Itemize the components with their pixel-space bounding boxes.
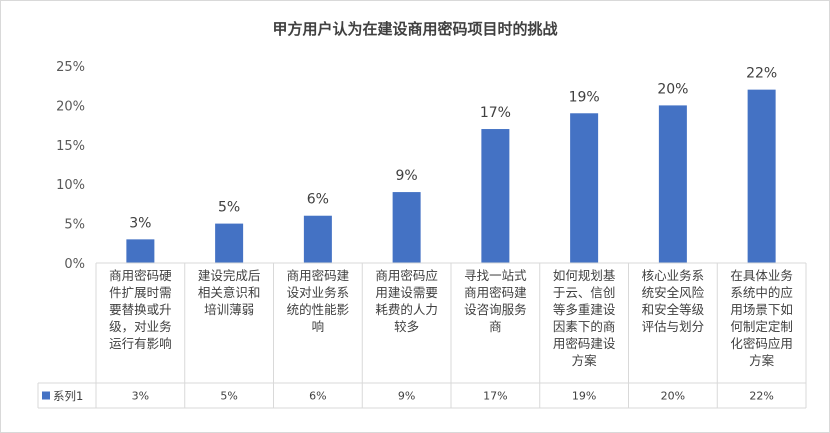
category-label: 商用密码应用建设需要耗费的人力较多 bbox=[375, 268, 438, 334]
category-label: 商用密码硬件扩展时需要替换或升级，对业务运行有影响 bbox=[109, 268, 172, 351]
table-cell-value: 3% bbox=[132, 390, 149, 403]
table-cell-value: 5% bbox=[220, 390, 237, 403]
data-label: 17% bbox=[480, 105, 511, 121]
category-label: 商用密码建设对业务系统的性能影响 bbox=[287, 268, 350, 334]
table-cell-value: 19% bbox=[572, 390, 596, 403]
y-tick-label: 25% bbox=[56, 60, 85, 75]
y-tick-label: 15% bbox=[56, 139, 85, 154]
category-label: 寻找一站式商用密码建设咨询服务商 bbox=[464, 268, 527, 334]
table-cell-value: 20% bbox=[661, 390, 685, 403]
bar bbox=[481, 129, 510, 263]
chart-title: 甲方用户认为在建设商用密码项目时的挑战 bbox=[272, 20, 557, 38]
bar bbox=[570, 113, 599, 263]
table-cell-value: 6% bbox=[309, 390, 326, 403]
category-label: 核心业务系统安全风险和安全等级评估与划分 bbox=[642, 268, 705, 334]
y-tick-label: 0% bbox=[64, 257, 85, 272]
bar bbox=[747, 89, 776, 263]
table-cell-value: 22% bbox=[749, 390, 773, 403]
data-label: 9% bbox=[396, 168, 418, 184]
y-tick-label: 5% bbox=[64, 218, 85, 233]
data-label: 20% bbox=[657, 81, 688, 97]
bar bbox=[392, 192, 421, 263]
y-tick-label: 10% bbox=[56, 178, 85, 193]
category-label: 如何规划基于云、信创等多重建设因素下的商用密码建设方案 bbox=[553, 268, 616, 368]
data-label: 6% bbox=[307, 192, 329, 208]
data-label: 3% bbox=[129, 215, 151, 231]
y-tick-label: 20% bbox=[56, 99, 85, 114]
table-cell-value: 9% bbox=[398, 390, 415, 403]
category-label: 建设完成后相关意识和培训薄弱 bbox=[198, 268, 261, 317]
category-label: 在具体业务系统中的应用场景下如何制定定制化密码应用方案 bbox=[730, 268, 793, 368]
table-cell-value: 17% bbox=[483, 390, 507, 403]
legend-series-name: 系列1 bbox=[53, 389, 83, 403]
data-label: 19% bbox=[569, 89, 600, 105]
bar bbox=[658, 105, 687, 264]
data-label: 5% bbox=[218, 200, 240, 216]
bar bbox=[126, 239, 155, 263]
data-label: 22% bbox=[746, 66, 777, 82]
legend-swatch bbox=[42, 391, 50, 400]
bar bbox=[215, 223, 244, 263]
bar bbox=[303, 215, 332, 263]
